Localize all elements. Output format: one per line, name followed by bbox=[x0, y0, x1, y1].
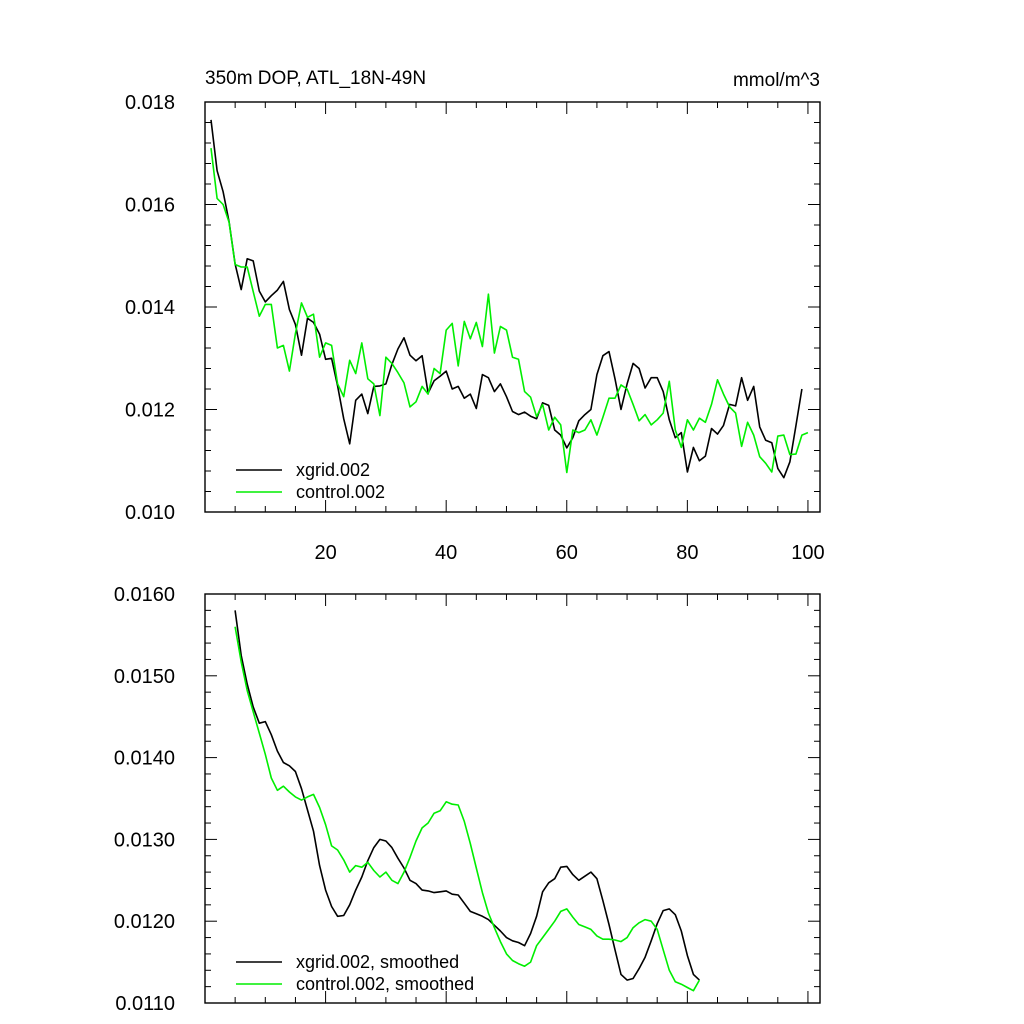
legend-label: control.002 bbox=[296, 482, 385, 502]
series-line-xgrid bbox=[234, 610, 700, 981]
bottom-panel-line-chart: 0.0110 0.0120 0.0130 0.0140 0.0150 0.0160 xgri… bbox=[114, 584, 821, 1015]
x-tick-label: 80 bbox=[676, 542, 698, 564]
plot-frame bbox=[204, 593, 821, 1004]
plot-frame bbox=[204, 101, 821, 513]
y-tick-label: 0.0150 bbox=[114, 666, 175, 688]
series-line-xgrid bbox=[210, 119, 803, 479]
y-tick-label: 0.0120 bbox=[114, 911, 175, 933]
legend-label: control.002, smoothed bbox=[296, 974, 474, 994]
x-tick-label: 40 bbox=[435, 542, 457, 564]
top-panel-units-label: mmol/m^3 bbox=[733, 70, 820, 91]
x-tick-label: 100 bbox=[791, 542, 824, 564]
series-line-control bbox=[234, 626, 701, 992]
y-tick-label: 0.0130 bbox=[114, 829, 175, 851]
x-tick-label: 20 bbox=[314, 542, 336, 564]
y-tick-label: 0.0110 bbox=[115, 993, 175, 1015]
y-tick-label: 0.016 bbox=[125, 195, 175, 217]
legend-label: xgrid.002 bbox=[296, 460, 370, 480]
top-panel-line-chart: 350m DOP, ATL_18N-49N mmol/m^3 20 40 60 80 1… bbox=[125, 68, 825, 564]
y-tick-label: 0.014 bbox=[125, 297, 175, 319]
y-tick-label: 0.012 bbox=[125, 400, 175, 422]
series-line-control bbox=[210, 148, 809, 474]
x-tick-label: 60 bbox=[556, 542, 578, 564]
top-panel-title: 350m DOP, ATL_18N-49N bbox=[205, 68, 426, 89]
y-tick-label: 0.010 bbox=[125, 502, 175, 524]
y-tick-label: 0.018 bbox=[125, 92, 175, 114]
y-tick-label: 0.0140 bbox=[114, 748, 175, 770]
legend-label: xgrid.002, smoothed bbox=[296, 952, 459, 972]
y-tick-label: 0.0160 bbox=[114, 584, 175, 606]
